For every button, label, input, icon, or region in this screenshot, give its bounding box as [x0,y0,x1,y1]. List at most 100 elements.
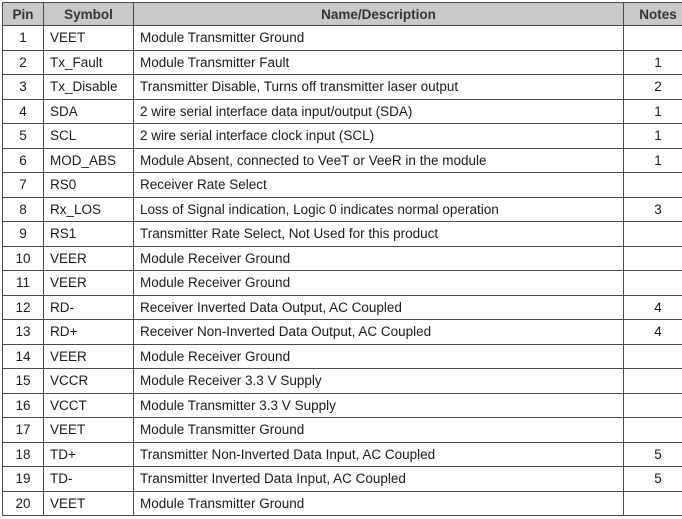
table-row: 8 Rx_LOS Loss of Signal indication, Logic … [2,196,682,222]
notes-cell [623,417,682,443]
description-cell: Receiver Rate Select [133,172,624,198]
pin-cell: 18 [2,441,44,467]
pin-cell: 16 [2,392,44,418]
notes-cell: 1 [623,123,682,149]
notes-cell: 4 [623,294,682,320]
table-body: 1 VEET Module Transmitter Ground 2 Tx_Fault M… [2,25,682,516]
notes-cell: 1 [623,147,682,173]
description-cell: Module Transmitter Ground [133,25,624,51]
description-cell: Module Transmitter Fault [133,49,624,75]
notes-cell: 5 [623,466,682,492]
description-cell: Transmitter Rate Select, Not Used for th… [133,221,624,247]
pin-cell: 19 [2,466,44,492]
symbol-cell: Tx_Disable [43,74,134,100]
symbol-cell: VCCT [43,392,134,418]
symbol-cell: TD+ [43,441,134,467]
symbol-cell: MOD_ABS [43,147,134,173]
description-cell: Module Transmitter 3.3 V Supply [133,392,624,418]
notes-cell [623,490,682,516]
notes-cell: 5 [623,441,682,467]
pin-cell: 12 [2,294,44,320]
pin-cell: 3 [2,74,44,100]
description-cell: Module Receiver 3.3 V Supply [133,368,624,394]
table-row: 13 RD+ Receiver Non-Inverted Data Output, … [2,319,682,345]
header-row: Pin Symbol Name/Description Notes [2,2,682,26]
table-row: 17 VEET Module Transmitter Ground [2,417,682,443]
symbol-cell: VCCR [43,368,134,394]
table-row: 2 Tx_Fault Module Transmitter Fault 1 [2,49,682,75]
notes-cell [623,221,682,247]
description-cell: Module Receiver Ground [133,343,624,369]
pin-cell: 20 [2,490,44,516]
notes-cell [623,25,682,51]
table-row: 14 VEER Module Receiver Ground [2,343,682,369]
description-cell: Receiver Non-Inverted Data Output, AC Co… [133,319,624,345]
table-row: 5 SCL 2 wire serial interface clock input … [2,123,682,149]
symbol-cell: VEER [43,245,134,271]
notes-cell: 3 [623,196,682,222]
symbol-cell: TD- [43,466,134,492]
description-cell: Module Transmitter Ground [133,417,624,443]
description-cell: Transmitter Disable, Turns off transmitt… [133,74,624,100]
table-row: 9 RS1 Transmitter Rate Select, Not Used fo… [2,221,682,247]
pin-cell: 5 [2,123,44,149]
symbol-cell: VEET [43,417,134,443]
table-row: 20 VEET Module Transmitter Ground [2,490,682,516]
notes-cell: 1 [623,98,682,124]
symbol-cell: RS1 [43,221,134,247]
pin-cell: 10 [2,245,44,271]
description-cell: Transmitter Non-Inverted Data Input, AC … [133,441,624,467]
notes-cell: 1 [623,49,682,75]
table-row: 10 VEER Module Receiver Ground [2,245,682,271]
pin-cell: 2 [2,49,44,75]
pin-cell: 6 [2,147,44,173]
table-row: 3 Tx_Disable Transmitter Disable, Turns of… [2,74,682,100]
symbol-cell: RD- [43,294,134,320]
notes-cell [623,368,682,394]
pin-cell: 13 [2,319,44,345]
notes-cell [623,343,682,369]
description-cell: Module Receiver Ground [133,245,624,271]
symbol-cell: SCL [43,123,134,149]
notes-cell [623,172,682,198]
header-symbol: Symbol [43,2,134,26]
description-cell: Loss of Signal indication, Logic 0 indic… [133,196,624,222]
symbol-cell: VEER [43,343,134,369]
header-notes: Notes [623,2,682,26]
header-description: Name/Description [133,2,624,26]
symbol-cell: RS0 [43,172,134,198]
description-cell: Module Absent, connected to VeeT or VeeR… [133,147,624,173]
pin-cell: 4 [2,98,44,124]
pin-cell: 17 [2,417,44,443]
table-row: 11 VEER Module Receiver Ground [2,270,682,296]
description-cell: Transmitter Inverted Data Input, AC Coup… [133,466,624,492]
symbol-cell: RD+ [43,319,134,345]
notes-cell: 2 [623,74,682,100]
symbol-cell: VEET [43,490,134,516]
symbol-cell: VEER [43,270,134,296]
symbol-cell: SDA [43,98,134,124]
table-row: 15 VCCR Module Receiver 3.3 V Supply [2,368,682,394]
pin-cell: 1 [2,25,44,51]
pin-cell: 15 [2,368,44,394]
description-cell: Module Transmitter Ground [133,490,624,516]
table-row: 18 TD+ Transmitter Non-Inverted Data Input… [2,441,682,467]
symbol-cell: Rx_LOS [43,196,134,222]
pin-cell: 9 [2,221,44,247]
description-cell: Receiver Inverted Data Output, AC Couple… [133,294,624,320]
pin-cell: 11 [2,270,44,296]
notes-cell [623,270,682,296]
table-row: 7 RS0 Receiver Rate Select [2,172,682,198]
table-row: 6 MOD_ABS Module Absent, connected to Vee… [2,147,682,173]
notes-cell: 4 [623,319,682,345]
table-row: 16 VCCT Module Transmitter 3.3 V Supply [2,392,682,418]
description-cell: 2 wire serial interface data input/outpu… [133,98,624,124]
table-row: 4 SDA 2 wire serial interface data input/o… [2,98,682,124]
pin-cell: 8 [2,196,44,222]
table-row: 1 VEET Module Transmitter Ground [2,25,682,51]
description-cell: 2 wire serial interface clock input (SCL… [133,123,624,149]
symbol-cell: VEET [43,25,134,51]
header-pin: Pin [2,2,44,26]
notes-cell [623,392,682,418]
